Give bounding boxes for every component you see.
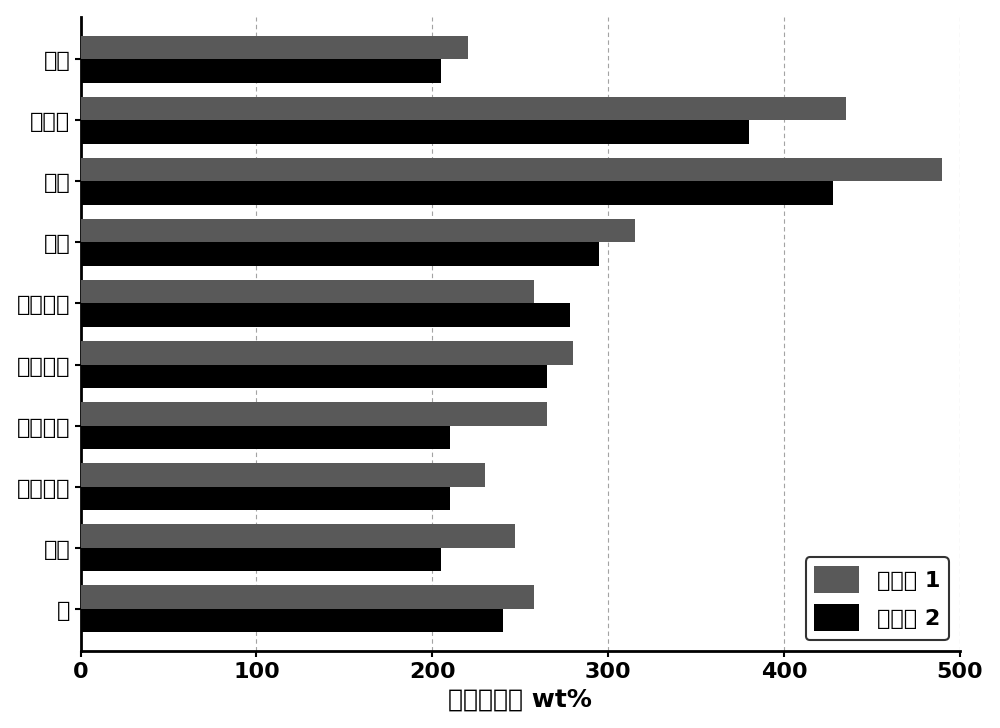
Bar — [81, 280, 534, 304]
Bar — [81, 120, 749, 143]
Bar — [81, 403, 547, 426]
Bar — [81, 547, 441, 571]
Bar — [81, 464, 485, 486]
Bar — [81, 426, 450, 448]
Bar — [81, 36, 468, 60]
Bar — [81, 181, 833, 205]
X-axis label: 吸附重量比 wt%: 吸附重量比 wt% — [448, 687, 592, 711]
Bar — [81, 609, 503, 632]
Legend: 实施例 1, 实施例 2: 实施例 1, 实施例 2 — [806, 557, 949, 640]
Bar — [81, 242, 599, 266]
Bar — [81, 60, 441, 82]
Bar — [81, 524, 515, 547]
Bar — [81, 158, 942, 181]
Bar — [81, 98, 846, 120]
Bar — [81, 486, 450, 510]
Bar — [81, 365, 547, 388]
Bar — [81, 341, 573, 365]
Bar — [81, 304, 570, 327]
Bar — [81, 585, 534, 609]
Bar — [81, 219, 635, 242]
